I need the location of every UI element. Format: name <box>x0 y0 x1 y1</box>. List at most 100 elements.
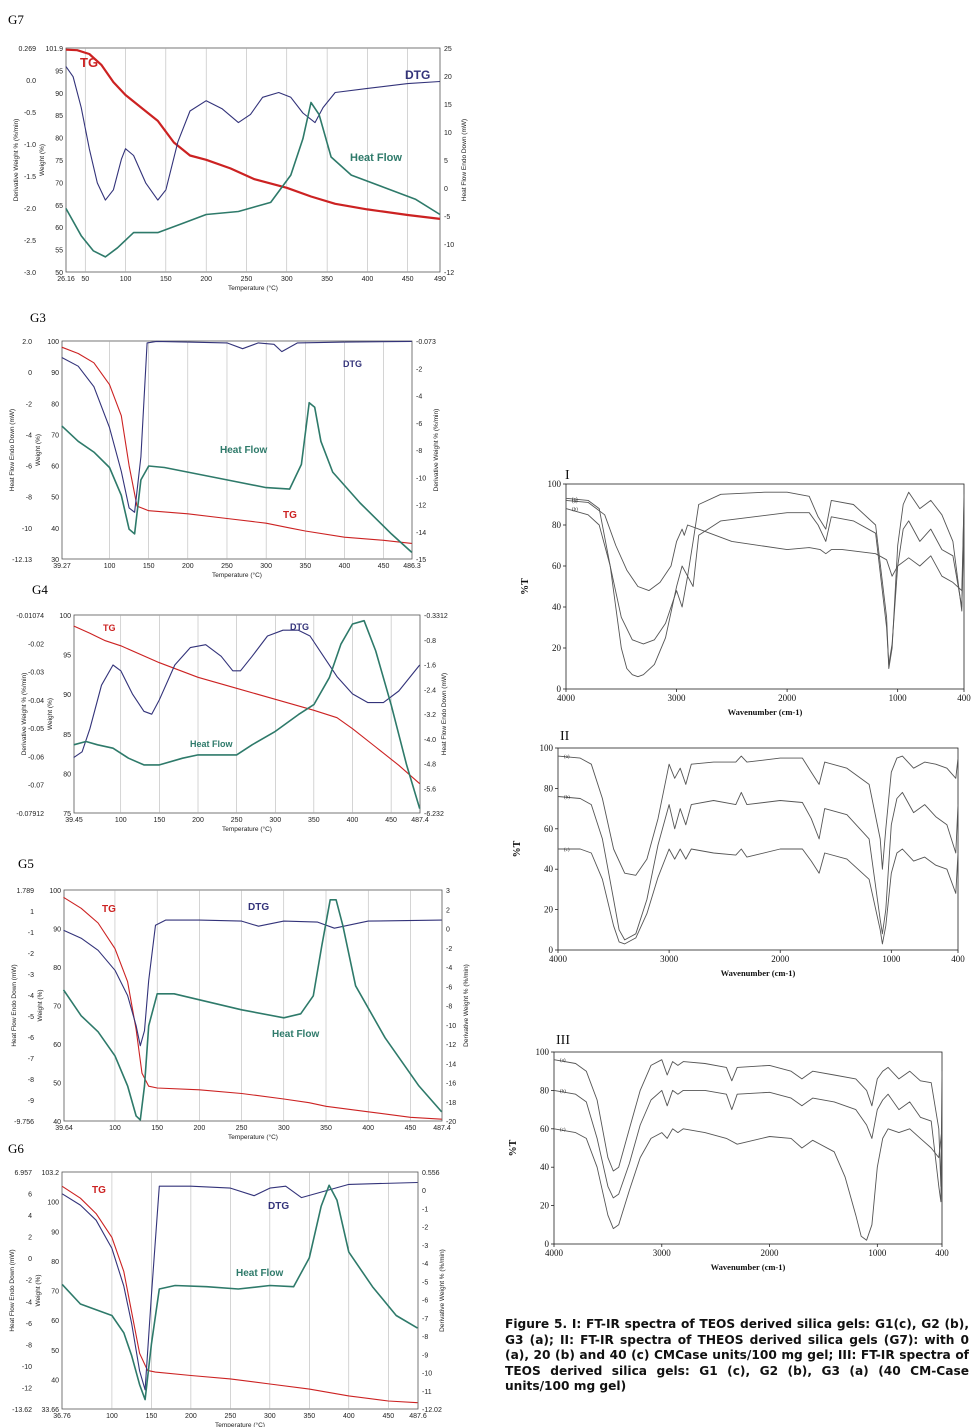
right-tick-label: -6 <box>422 1298 428 1305</box>
right-tick-label: -18 <box>446 1100 456 1107</box>
x-tick-label: 2000 <box>778 693 797 703</box>
mid-tick-label: 40 <box>51 526 59 533</box>
plot-frame <box>65 47 441 273</box>
right-tick-label: -5 <box>444 214 450 221</box>
left-tick-label: 6.957 <box>14 1170 32 1177</box>
x-tick-label: 1000 <box>868 1248 887 1258</box>
series-line-tg <box>73 625 421 785</box>
right-tick-label: -2 <box>416 366 422 373</box>
ftir-chart-iii: III 0 20 40 60 80 100 4000 3000 2000 1000 400 Wavenu… <box>508 1033 949 1272</box>
right-tick-label: 15 <box>444 102 452 109</box>
mid-tick-label: 95 <box>63 653 71 660</box>
left-tick-label: -0.04 <box>28 698 44 705</box>
right-tick-label: -8 <box>416 448 422 455</box>
x-tick-label: 350 <box>320 1125 332 1132</box>
x-tick-label: 400 <box>362 1125 374 1132</box>
x-tick-label: 250 <box>221 563 233 570</box>
panel-label: G7 <box>8 12 24 27</box>
series-line-heat-flow <box>73 619 421 809</box>
x-tick-label: 450 <box>385 817 397 824</box>
y-tick-label: 20 <box>552 643 562 653</box>
tga-panel-g6: G6 36.76 100 150 200 250 300 350 400 450 487.6 Tem… <box>0 1138 470 1427</box>
mid-tick-label: 33.66 <box>41 1407 59 1414</box>
series-line-dtg <box>63 919 442 1047</box>
y-tick-label: 20 <box>540 1201 550 1211</box>
mid-tick-label: 103.2 <box>41 1170 59 1177</box>
curve-label-hf: Heat Flow <box>236 1268 283 1279</box>
right-tick-label: -6.232 <box>424 811 444 818</box>
y-axis-label: %T <box>508 1139 519 1156</box>
left-tick-label: -8 <box>26 1342 32 1349</box>
right-tick-label: -2 <box>446 946 452 953</box>
panel-label: II <box>560 729 570 744</box>
y-axis-label: Weight (%) <box>35 434 42 466</box>
y-axis-label: Weight (%) <box>37 989 44 1021</box>
curve-label-tg: TG <box>92 1185 106 1196</box>
mid-tick-label: 90 <box>51 1229 59 1236</box>
y-axis-label: Heat Flow Endo Down (mW) <box>9 409 16 491</box>
curve-label-hf: Heat Flow <box>220 445 267 456</box>
right-tick-label: -10 <box>422 1371 432 1378</box>
x-tick-label: 200 <box>185 1413 197 1420</box>
x-tick-label: 150 <box>143 563 155 570</box>
right-tick-label: -1 <box>422 1206 428 1213</box>
y-axis-label: Derivative Weight % (%/min) <box>463 964 470 1047</box>
series-line-dtg <box>61 1181 418 1391</box>
x-tick-label: 100 <box>109 1125 121 1132</box>
right-tick-label: -9 <box>422 1352 428 1359</box>
right-tick-label: -20 <box>446 1119 456 1126</box>
series-line-tg <box>61 346 412 544</box>
trace-label: (b) <box>564 795 570 800</box>
x-tick-label: 400 <box>935 1248 949 1258</box>
y-axis-label: Derivative Weight % (%/min) <box>433 409 440 492</box>
series-line-heat-flow <box>65 101 441 258</box>
y-tick-label: 80 <box>544 783 554 793</box>
right-tick-label: -15 <box>416 557 426 564</box>
left-tick-label: -6 <box>26 1321 32 1328</box>
curve-label-dtg: DTG <box>405 68 430 82</box>
x-tick-label: 4000 <box>549 954 568 964</box>
panel-label: G5 <box>18 856 34 871</box>
mid-tick-label: 50 <box>51 495 59 502</box>
tga-chart-g6: 36.76 100 150 200 250 300 350 400 450 487.6Temper… <box>9 1170 446 1427</box>
left-tick-label: -10 <box>22 526 32 533</box>
mid-tick-label: 80 <box>53 965 61 972</box>
x-tick-label: 450 <box>405 1125 417 1132</box>
plot-frame <box>557 747 959 951</box>
x-tick-label: 400 <box>951 954 965 964</box>
mid-tick-label: 85 <box>63 732 71 739</box>
left-tick-label: 4 <box>28 1213 32 1220</box>
left-tick-label: -8 <box>28 1077 34 1084</box>
left-tick-label: -6 <box>26 464 32 471</box>
mid-tick-label: 55 <box>55 248 63 255</box>
y-axis-label: Heat Flow Endo Down (mW) <box>11 964 18 1046</box>
spectrum-trace-c <box>558 848 959 945</box>
left-tick-label: -0.07912 <box>16 811 44 818</box>
left-tick-label: -2.5 <box>24 238 36 245</box>
x-tick-label: 400 <box>343 1413 355 1420</box>
left-tick-label: -2 <box>26 1278 32 1285</box>
right-tick-label: 0 <box>422 1188 426 1195</box>
series-line-dtg <box>61 340 412 513</box>
spectrum-trace-b <box>557 791 959 941</box>
right-tick-label: -2 <box>422 1225 428 1232</box>
x-axis-label: Temperature (°C) <box>228 1133 278 1141</box>
tga-chart-g3: 39.27 100 150 200 250 300 350 400 450 486.3Temper… <box>9 339 440 579</box>
right-tick-label: -10 <box>444 242 454 249</box>
x-tick-label: 300 <box>281 276 293 283</box>
tga-panel-g3: G3 39.27 100 150 200 250 300 350 400 450 486.3 Tem… <box>0 305 470 585</box>
mid-tick-label: 100 <box>47 339 59 346</box>
ftir-chart-ii: II 0 20 40 60 80 100 4000 3000 2000 1000 400 Wavenum… <box>512 729 965 978</box>
panel-label: I <box>565 468 570 483</box>
x-tick-label: 3000 <box>660 954 679 964</box>
x-tick-label: 300 <box>278 1125 290 1132</box>
x-axis-label: Temperature (°C) <box>228 284 278 292</box>
left-tick-label: -0.5 <box>24 110 36 117</box>
left-tick-label: -1.5 <box>24 174 36 181</box>
x-tick-label: 300 <box>264 1413 276 1420</box>
right-tick-label: -12 <box>446 1042 456 1049</box>
spectrum-trace-c <box>553 1128 943 1241</box>
mid-tick-label: 100 <box>47 1200 59 1207</box>
mid-tick-label: 75 <box>55 158 63 165</box>
x-tick-label: 4000 <box>545 1248 564 1258</box>
